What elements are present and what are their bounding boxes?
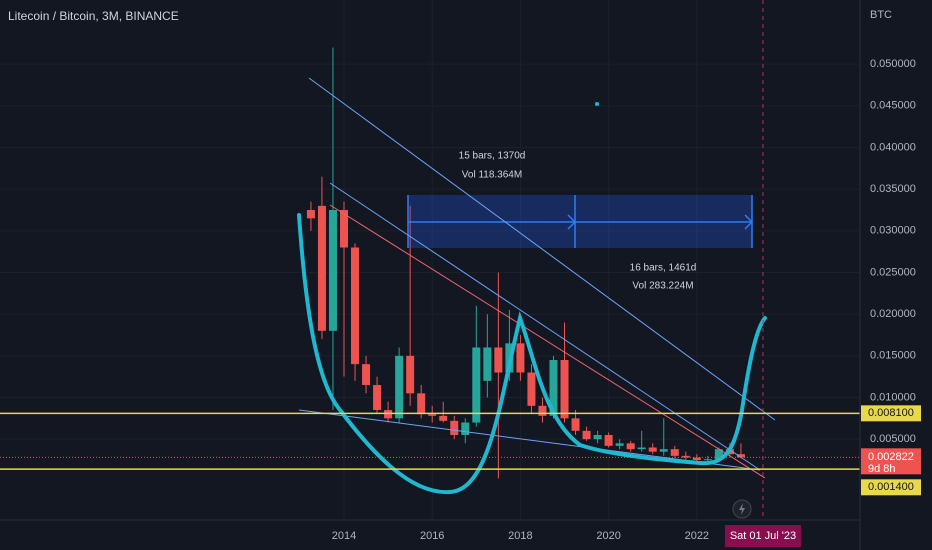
candle-body bbox=[670, 449, 679, 456]
price-line-label: 0.001400 bbox=[868, 481, 914, 493]
dot-marker bbox=[595, 102, 599, 106]
range-stats: 16 bars, 1461d bbox=[630, 263, 697, 274]
candle-body bbox=[637, 447, 646, 450]
candle-body bbox=[483, 347, 492, 381]
candle-body bbox=[351, 247, 360, 365]
candle-body bbox=[472, 347, 481, 423]
candle-body bbox=[340, 210, 348, 248]
y-tick-label: 0.015000 bbox=[870, 350, 916, 362]
candle-body bbox=[439, 415, 448, 421]
x-tick-label: 2018 bbox=[508, 530, 532, 542]
candle-body bbox=[681, 455, 690, 458]
candle-body bbox=[648, 447, 657, 452]
candle-body bbox=[428, 414, 437, 416]
candle-body bbox=[692, 457, 701, 460]
candle-body bbox=[659, 449, 668, 452]
range-volume: Vol 118.364M bbox=[462, 170, 522, 181]
candle-body bbox=[615, 443, 624, 446]
chart-title: Litecoin / Bitcoin, 3M, BINANCE bbox=[8, 9, 179, 23]
candles bbox=[306, 47, 745, 479]
y-tick-label: 0.050000 bbox=[870, 58, 916, 70]
countdown-label: 9d 8h bbox=[868, 463, 896, 475]
candle-body bbox=[362, 364, 371, 385]
candle-body bbox=[328, 210, 337, 331]
y-tick-label: 0.005000 bbox=[870, 433, 916, 445]
date-marker-label: Sat 01 Jul '23 bbox=[730, 530, 796, 542]
candle-body bbox=[703, 459, 712, 461]
x-tick-label: 2016 bbox=[420, 530, 444, 542]
y-tick-label: 0.045000 bbox=[870, 100, 916, 112]
trend-line bbox=[329, 204, 766, 479]
y-tick-label: 0.025000 bbox=[870, 266, 916, 278]
candle-body bbox=[395, 355, 404, 419]
candle-body bbox=[417, 393, 426, 415]
price-line-box bbox=[861, 479, 921, 496]
date-marker-box bbox=[724, 525, 801, 547]
arrow-head bbox=[567, 214, 577, 230]
candle-body bbox=[527, 372, 536, 406]
candle-body bbox=[549, 360, 558, 416]
price-line-box bbox=[861, 405, 921, 422]
last-price-label: 0.002822 bbox=[868, 451, 914, 463]
drawings bbox=[297, 77, 776, 495]
candle-body bbox=[538, 405, 547, 416]
candle-body bbox=[560, 360, 569, 419]
candle-body bbox=[604, 435, 613, 446]
candle-body bbox=[714, 449, 723, 460]
arrow-head bbox=[744, 214, 754, 230]
range-stats: 15 bars, 1370d bbox=[459, 151, 526, 162]
candle-body bbox=[736, 454, 745, 458]
trend-line bbox=[308, 77, 776, 421]
lightning-glyph bbox=[739, 503, 745, 515]
price-unit: BTC bbox=[870, 9, 892, 21]
candle-body bbox=[494, 347, 503, 373]
candle-body bbox=[571, 418, 580, 431]
y-tick-label: 0.010000 bbox=[870, 391, 916, 403]
candle-body bbox=[384, 410, 393, 419]
price-line-label: 0.008100 bbox=[868, 407, 914, 419]
candle-body bbox=[626, 443, 635, 450]
y-tick-label: 0.040000 bbox=[870, 141, 916, 153]
candle-body bbox=[516, 343, 525, 373]
x-tick-label: 2022 bbox=[685, 530, 709, 542]
y-tick-label: 0.035000 bbox=[870, 183, 916, 195]
hand-drawn-curve bbox=[297, 213, 767, 495]
candle-body bbox=[450, 420, 459, 435]
candle-body bbox=[593, 435, 602, 440]
candle-body bbox=[406, 355, 415, 394]
range-volume: Vol 283.224M bbox=[632, 281, 693, 292]
x-tick-label: 2020 bbox=[596, 530, 620, 542]
y-tick-label: 0.030000 bbox=[870, 225, 916, 237]
y-tick-label: 0.020000 bbox=[870, 308, 916, 320]
x-tick-label: 2014 bbox=[332, 530, 356, 542]
candle-body bbox=[373, 385, 382, 410]
candle-body bbox=[306, 210, 315, 219]
candle-body bbox=[461, 422, 470, 435]
last-price-box bbox=[861, 448, 921, 475]
candle-body bbox=[582, 430, 591, 440]
trend-line bbox=[329, 182, 761, 471]
candle-body bbox=[317, 205, 326, 331]
